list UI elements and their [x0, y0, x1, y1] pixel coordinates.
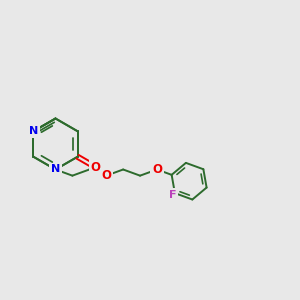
Text: O: O — [91, 161, 101, 174]
Text: N: N — [51, 164, 60, 175]
Text: F: F — [169, 190, 176, 200]
Text: O: O — [101, 169, 111, 182]
Text: O: O — [152, 163, 162, 176]
Text: N: N — [29, 126, 38, 136]
